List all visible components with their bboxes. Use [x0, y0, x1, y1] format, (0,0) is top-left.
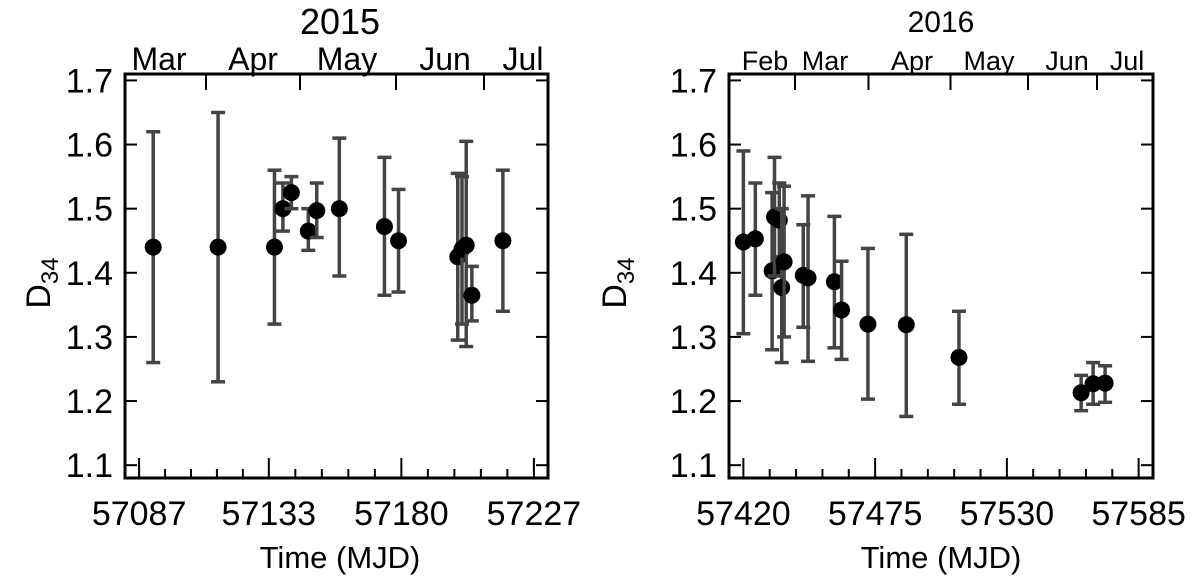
y-tick-label: 1.2 — [66, 383, 113, 421]
y-tick-label: 1.7 — [670, 62, 717, 100]
data-point — [299, 222, 317, 240]
data-point — [282, 184, 300, 202]
y-tick-label: 1.6 — [670, 127, 717, 165]
plot-frame-2016 — [727, 72, 1155, 480]
panel-title-2015: 2015 — [300, 1, 380, 42]
y-axis-label-2015: D34 — [20, 257, 64, 308]
data-point — [825, 273, 843, 291]
month-labels-2016: Feb Mar Apr May Jun Jul — [742, 46, 1145, 90]
panel-2015: 2015 Time (MJD) D34 1.11.21.31.41.51.61.… — [20, 1, 581, 575]
month-label: Mar — [802, 46, 849, 76]
data-point — [833, 301, 851, 319]
plot-frame-2015 — [123, 72, 550, 480]
data-point — [330, 200, 348, 218]
data-point — [897, 316, 915, 334]
month-label: May — [963, 46, 1015, 76]
y-ticks-2015: 1.1 1.2 1.3 1.4 1.5 1.6 1.7 — [66, 62, 548, 485]
month-labels-2015: Mar Apr May Jun Jul — [131, 41, 543, 90]
y-axis-label-2016: D34 — [596, 257, 640, 308]
month-label: Jun — [1045, 46, 1089, 76]
x-tick-label: 57087 — [92, 495, 187, 533]
y-tick-label: 1.3 — [66, 319, 113, 357]
data-point — [144, 238, 162, 256]
y-tick-label: 1.4 — [670, 255, 717, 293]
data-point — [375, 218, 393, 236]
data-point — [274, 200, 292, 218]
month-label: Apr — [228, 41, 278, 77]
y-tick-label: 1.1 — [66, 447, 113, 485]
data-point — [463, 286, 481, 304]
x-tick-label: 57227 — [487, 495, 582, 533]
data-point — [746, 230, 764, 248]
x-ticks-2016: 57420 57475 57530 57585 — [696, 458, 1186, 533]
x-tick-label: 57420 — [696, 495, 791, 533]
month-label: Feb — [742, 46, 789, 76]
data-point — [457, 236, 475, 254]
y-tick-label: 1.7 — [66, 62, 113, 100]
month-label: Jul — [503, 41, 544, 77]
data-point — [859, 315, 877, 333]
data-point — [773, 279, 791, 297]
x-tick-label: 57475 — [828, 495, 923, 533]
data-point — [308, 202, 326, 220]
y-tick-label: 1.1 — [670, 447, 717, 485]
x-tick-label: 57133 — [222, 495, 317, 533]
data-point — [390, 232, 408, 250]
x-tick-label: 57180 — [354, 495, 449, 533]
y-ticks-2016: 1.1 1.2 1.3 1.4 1.5 1.6 1.7 — [670, 62, 1153, 485]
x-ticks-2015: 57087 57133 57180 57227 — [92, 458, 581, 533]
data-point — [265, 238, 283, 256]
data-point — [209, 238, 227, 256]
series-2015 — [144, 110, 512, 384]
x-tick-label: 57585 — [1091, 495, 1186, 533]
month-label: Jun — [419, 41, 471, 77]
month-label: May — [317, 41, 377, 77]
data-point — [799, 269, 817, 287]
data-point — [950, 348, 968, 366]
y-tick-label: 1.3 — [670, 319, 717, 357]
y-tick-label: 1.5 — [670, 191, 717, 229]
panel-2016: 2016 Time (MJD) D34 1.11.21.31.41.51.61.… — [596, 6, 1186, 575]
month-label: Jul — [1110, 46, 1145, 76]
data-point — [1096, 374, 1114, 392]
month-label: Mar — [131, 41, 186, 77]
series-2016 — [734, 149, 1114, 419]
data-point — [1084, 375, 1102, 393]
x-axis-label-2016: Time (MJD) — [861, 540, 1022, 575]
y-tick-label: 1.2 — [670, 383, 717, 421]
panel-title-2016: 2016 — [908, 6, 975, 39]
x-axis-label-2015: Time (MJD) — [260, 540, 421, 575]
data-point — [1072, 384, 1090, 402]
data-point — [494, 232, 512, 250]
y-tick-label: 1.4 — [66, 255, 113, 293]
y-tick-label: 1.6 — [66, 127, 113, 165]
month-label: Apr — [891, 46, 933, 76]
x-tick-label: 57530 — [960, 495, 1055, 533]
y-tick-label: 1.5 — [66, 191, 113, 229]
data-point — [775, 253, 793, 271]
